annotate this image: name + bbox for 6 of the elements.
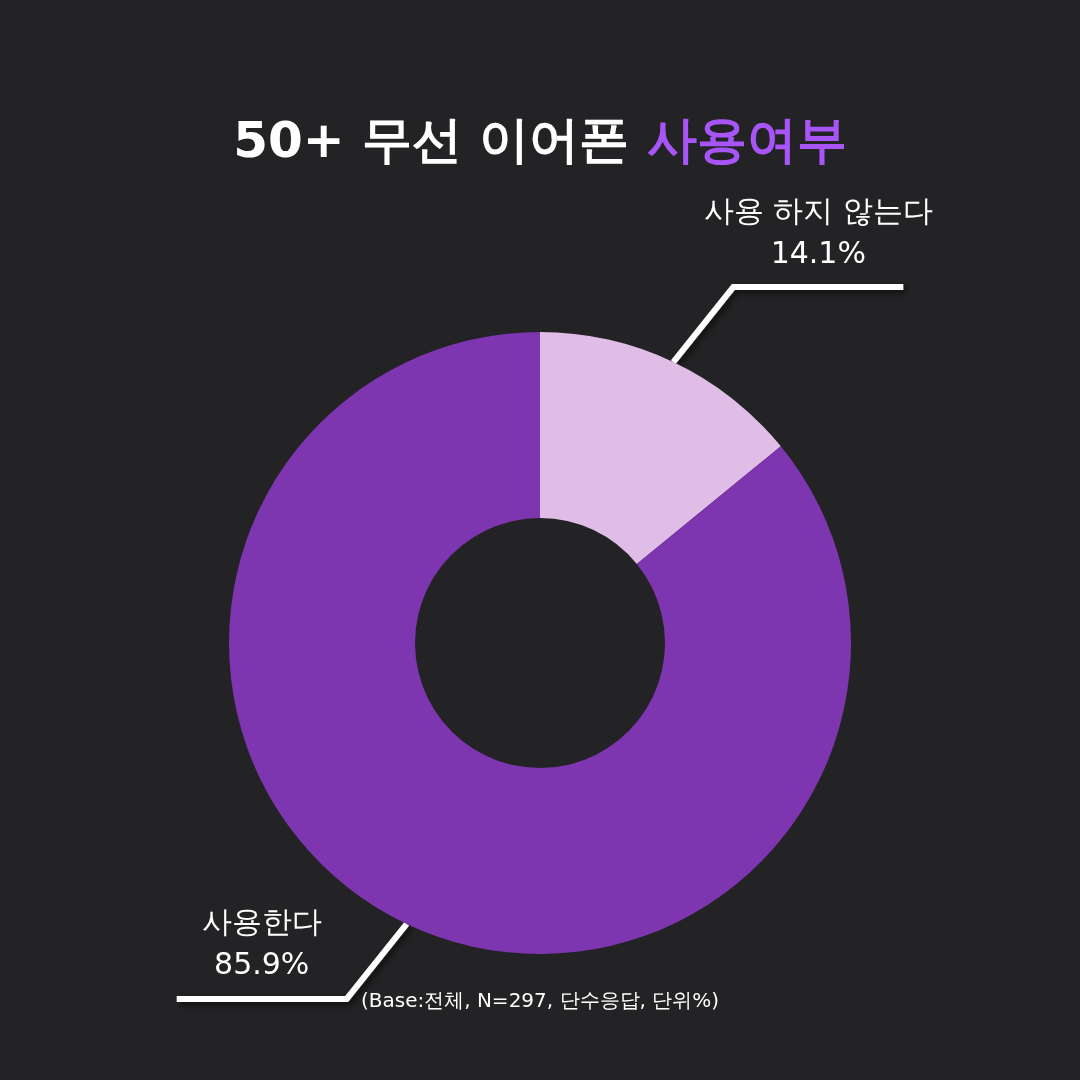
slice-label: 사용 하지 않는다 bbox=[703, 192, 933, 228]
slice-label: 사용한다 bbox=[201, 904, 322, 940]
chart-title: 50+ 무선 이어폰 사용여부 bbox=[233, 111, 847, 169]
data-label: 14.1% bbox=[770, 234, 866, 270]
data-label: 85.9% bbox=[214, 946, 310, 982]
text: (Base:전체, N=297, 단수응답, 단위%) bbox=[360, 988, 720, 1012]
